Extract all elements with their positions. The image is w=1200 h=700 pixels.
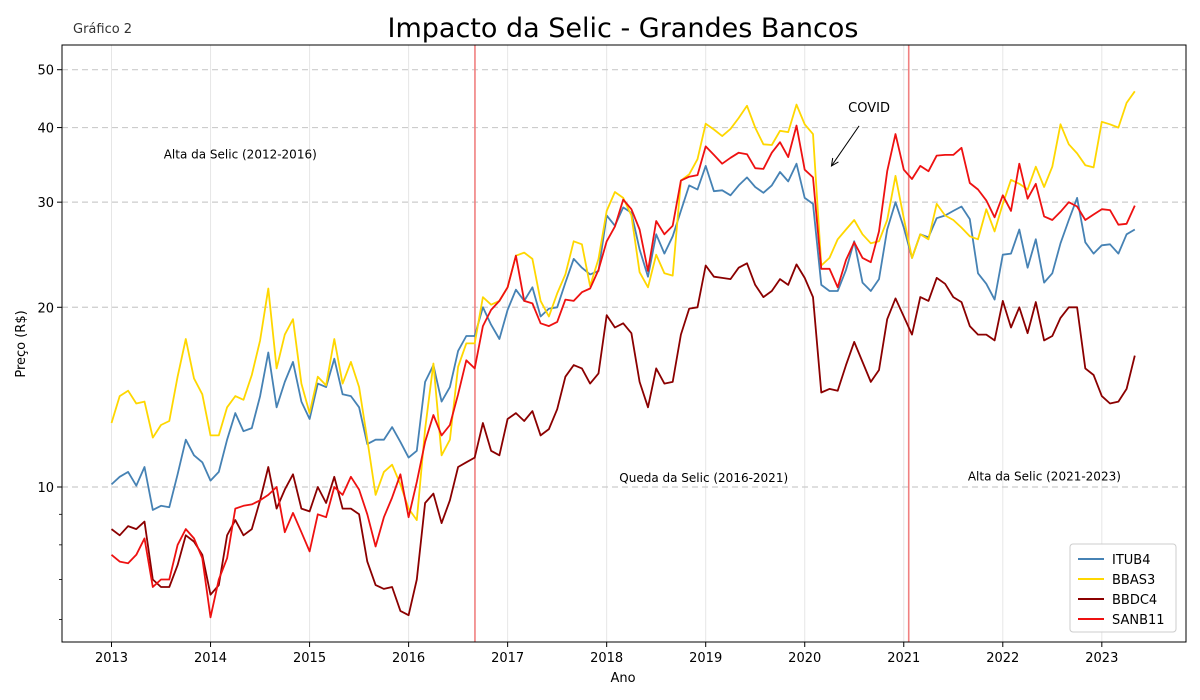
annotation-arrow-head bbox=[830, 157, 839, 167]
legend: ITUB4 BBAS3 BBDC4 SANB11 bbox=[1069, 543, 1177, 633]
series-line-bbdc4 bbox=[110, 262, 1136, 617]
figure-label: Gráfico 2 bbox=[73, 22, 132, 37]
legend-label: ITUB4 bbox=[1112, 553, 1150, 568]
legend-label: SANB11 bbox=[1112, 613, 1165, 628]
x-tick-label: 2013 bbox=[95, 651, 128, 666]
y-axis-ticks: 10 20 30 40 50 bbox=[37, 64, 62, 620]
x-tick-label: 2023 bbox=[1085, 651, 1118, 666]
annotations: Alta da Selic (2012-2016) Queda da Selic … bbox=[164, 101, 1121, 485]
series-lines bbox=[110, 90, 1136, 619]
legend-label: BBDC4 bbox=[1112, 593, 1157, 608]
x-tick-label: 2019 bbox=[689, 651, 722, 666]
grid bbox=[62, 45, 1186, 642]
x-tick-label: 2015 bbox=[293, 651, 326, 666]
x-tick-label: 2018 bbox=[590, 651, 623, 666]
annotation-arrow-shaft bbox=[831, 125, 860, 167]
annotation-text: Alta da Selic (2012-2016) bbox=[164, 148, 317, 162]
y-tick-label: 30 bbox=[37, 196, 54, 211]
annotation-text: COVID bbox=[848, 101, 890, 116]
series-line-itub4 bbox=[110, 162, 1136, 511]
series-line-sanb11 bbox=[110, 124, 1136, 619]
legend-box bbox=[1069, 543, 1177, 633]
y-tick-label: 20 bbox=[37, 301, 54, 316]
chart-title: Impacto da Selic - Grandes Bancos bbox=[388, 13, 859, 44]
series-line-bbas3 bbox=[110, 90, 1136, 521]
y-axis-label: Preço (R$) bbox=[14, 310, 29, 377]
x-axis-ticks: 2013 2014 2015 2016 2017 2018 2019 2020 2021 2022… bbox=[95, 642, 1118, 666]
x-tick-label: 2021 bbox=[887, 651, 920, 666]
x-tick-label: 2022 bbox=[986, 651, 1019, 666]
legend-label: BBAS3 bbox=[1112, 573, 1155, 588]
y-tick-label: 50 bbox=[37, 64, 54, 79]
x-tick-label: 2016 bbox=[392, 651, 425, 666]
x-axis-label: Ano bbox=[610, 671, 635, 686]
x-tick-label: 2014 bbox=[194, 651, 227, 666]
y-tick-label: 40 bbox=[37, 122, 54, 137]
y-tick-label: 10 bbox=[37, 481, 54, 496]
plot-frame bbox=[61, 44, 1187, 643]
annotation-text: Queda da Selic (2016-2021) bbox=[619, 471, 788, 485]
x-tick-label: 2020 bbox=[788, 651, 821, 666]
annotation-text: Alta da Selic (2021-2023) bbox=[968, 470, 1121, 484]
x-tick-label: 2017 bbox=[491, 651, 524, 666]
